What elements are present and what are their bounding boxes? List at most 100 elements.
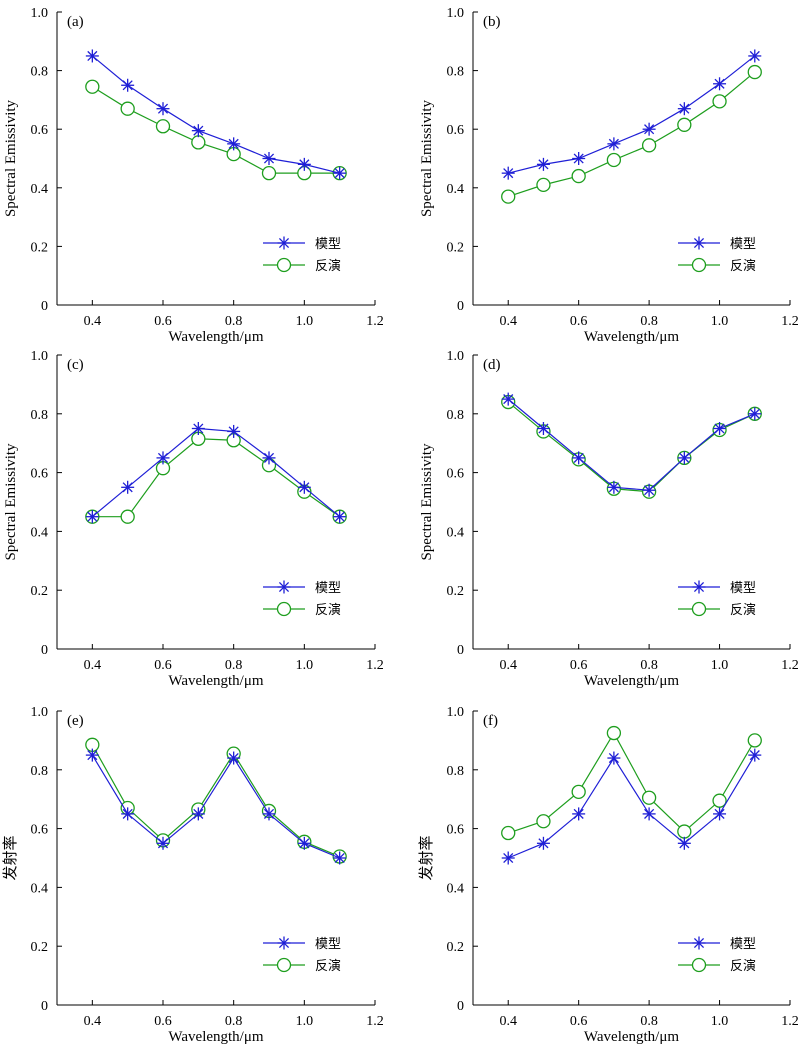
y-tick-label: 0.6 [447,123,465,138]
data-point-inversion [677,117,692,132]
series-line-inversion [507,401,756,493]
y-tick-label: 1.0 [447,349,465,364]
data-point-model [227,424,241,438]
chart-panel-f: 0 0.2 0.4 0.6 0.8 1.0 0.4 0.6 0.8 1.0 1.2 Wavelengt… [418,705,799,1045]
panel-label: (a) [67,14,84,30]
data-point-inversion [747,733,762,748]
legend-label: 反演 [730,258,756,274]
data-point-inversion [641,138,657,153]
legend-entry-inversion: 反演 [263,957,341,974]
data-point-model [191,807,205,821]
data-point-model [536,422,550,435]
data-point-model [572,451,586,465]
chart-panel-d: 0 0.2 0.4 0.6 0.8 1.0 0.4 0.6 0.8 1.0 1.2 Wavelengt… [419,349,799,689]
data-point-model [713,77,727,91]
data-point-model [748,748,762,762]
y-tick-label: 0.2 [31,584,49,599]
panel-label: (f) [483,713,498,729]
data-point-model [572,807,586,821]
data-point-inversion [712,94,727,109]
y-tick-label: 0.8 [447,65,465,80]
legend-marker [692,236,706,250]
series-line-inversion [508,71,756,198]
data-point-model [85,748,99,762]
x-axis-label: Wavelength/μm [168,673,263,689]
legend-label: 反演 [315,958,341,974]
y-tick-label: 0.6 [31,467,49,482]
data-point-model [85,49,99,63]
legend-label: 模型 [730,581,756,596]
data-point-inversion [120,101,135,116]
legend-entry-inversion: 反演 [678,957,756,974]
data-point-model [748,49,762,63]
data-point-model [297,480,311,494]
series-line-inversion [92,86,340,174]
y-tick-label: 0.4 [447,525,465,540]
legend-label: 模型 [315,581,341,596]
legend-entry-inversion: 反演 [263,601,341,618]
x-tick-label: 1.2 [781,314,799,329]
x-tick-label: 0.6 [570,1014,588,1029]
data-point-inversion [677,824,692,839]
y-tick-label: 0.4 [447,881,465,896]
x-tick-label: 0.6 [570,658,588,673]
data-point-model [536,157,550,171]
data-point-inversion [191,135,206,150]
x-tick-label: 0.8 [225,658,243,673]
data-point-inversion [536,814,551,829]
y-tick-label: 0 [41,643,48,658]
x-tick-label: 1.0 [711,658,729,673]
data-point-inversion [155,119,171,134]
x-tick-label: 0.6 [154,1014,172,1029]
y-tick-label: 0 [457,643,464,658]
y-tick-label: 0.8 [447,408,465,423]
data-point-model [642,122,656,136]
y-tick-label: 0.6 [447,467,465,482]
x-tick-label: 1.0 [711,1014,729,1029]
data-point-model [121,78,135,92]
data-point-model [156,102,170,116]
legend-marker [277,936,291,950]
y-tick-label: 0.8 [31,408,49,423]
x-tick-label: 1.2 [366,314,384,329]
data-point-model [607,751,621,765]
legend-label: 模型 [315,937,341,952]
series-line-model [91,55,340,174]
y-tick-label: 0.8 [31,764,49,779]
data-point-model [333,166,347,180]
legend-entry-model: 模型 [263,236,341,252]
data-point-model [191,422,205,435]
y-tick-label: 0.2 [447,584,465,599]
x-tick-label: 0.8 [640,314,658,329]
y-tick-label: 1.0 [31,705,49,720]
y-tick-label: 0.4 [31,525,49,540]
data-point-inversion [571,784,586,799]
y-tick-label: 0.4 [31,881,49,896]
data-point-model [227,137,241,151]
legend-marker [692,936,706,950]
data-point-model [713,422,727,435]
series-line-model [91,754,340,859]
legend-entry-model: 模型 [263,580,341,596]
y-axis-label: Spectral Emissivity [419,443,435,561]
data-point-model [333,510,347,524]
legend-entry-inversion: 反演 [678,257,756,274]
legend-entry-inversion: 反演 [263,257,341,274]
legend-marker [276,257,292,273]
data-point-model [121,807,135,821]
y-tick-label: 1.0 [31,349,49,364]
data-point-inversion [501,825,516,841]
y-tick-label: 0 [41,299,48,314]
x-tick-label: 1.2 [366,658,384,673]
x-tick-label: 0.6 [154,658,172,673]
legend-marker [277,580,291,594]
y-axis-label: 发射率 [2,835,19,880]
y-axis-label: Spectral Emissivity [3,99,19,217]
data-point-model [191,124,205,138]
data-point-model [677,451,691,465]
x-axis-label: Wavelength/μm [584,1029,679,1045]
data-point-model [572,152,586,165]
data-point-model [607,480,621,494]
x-axis-label: Wavelength/μm [584,673,679,689]
